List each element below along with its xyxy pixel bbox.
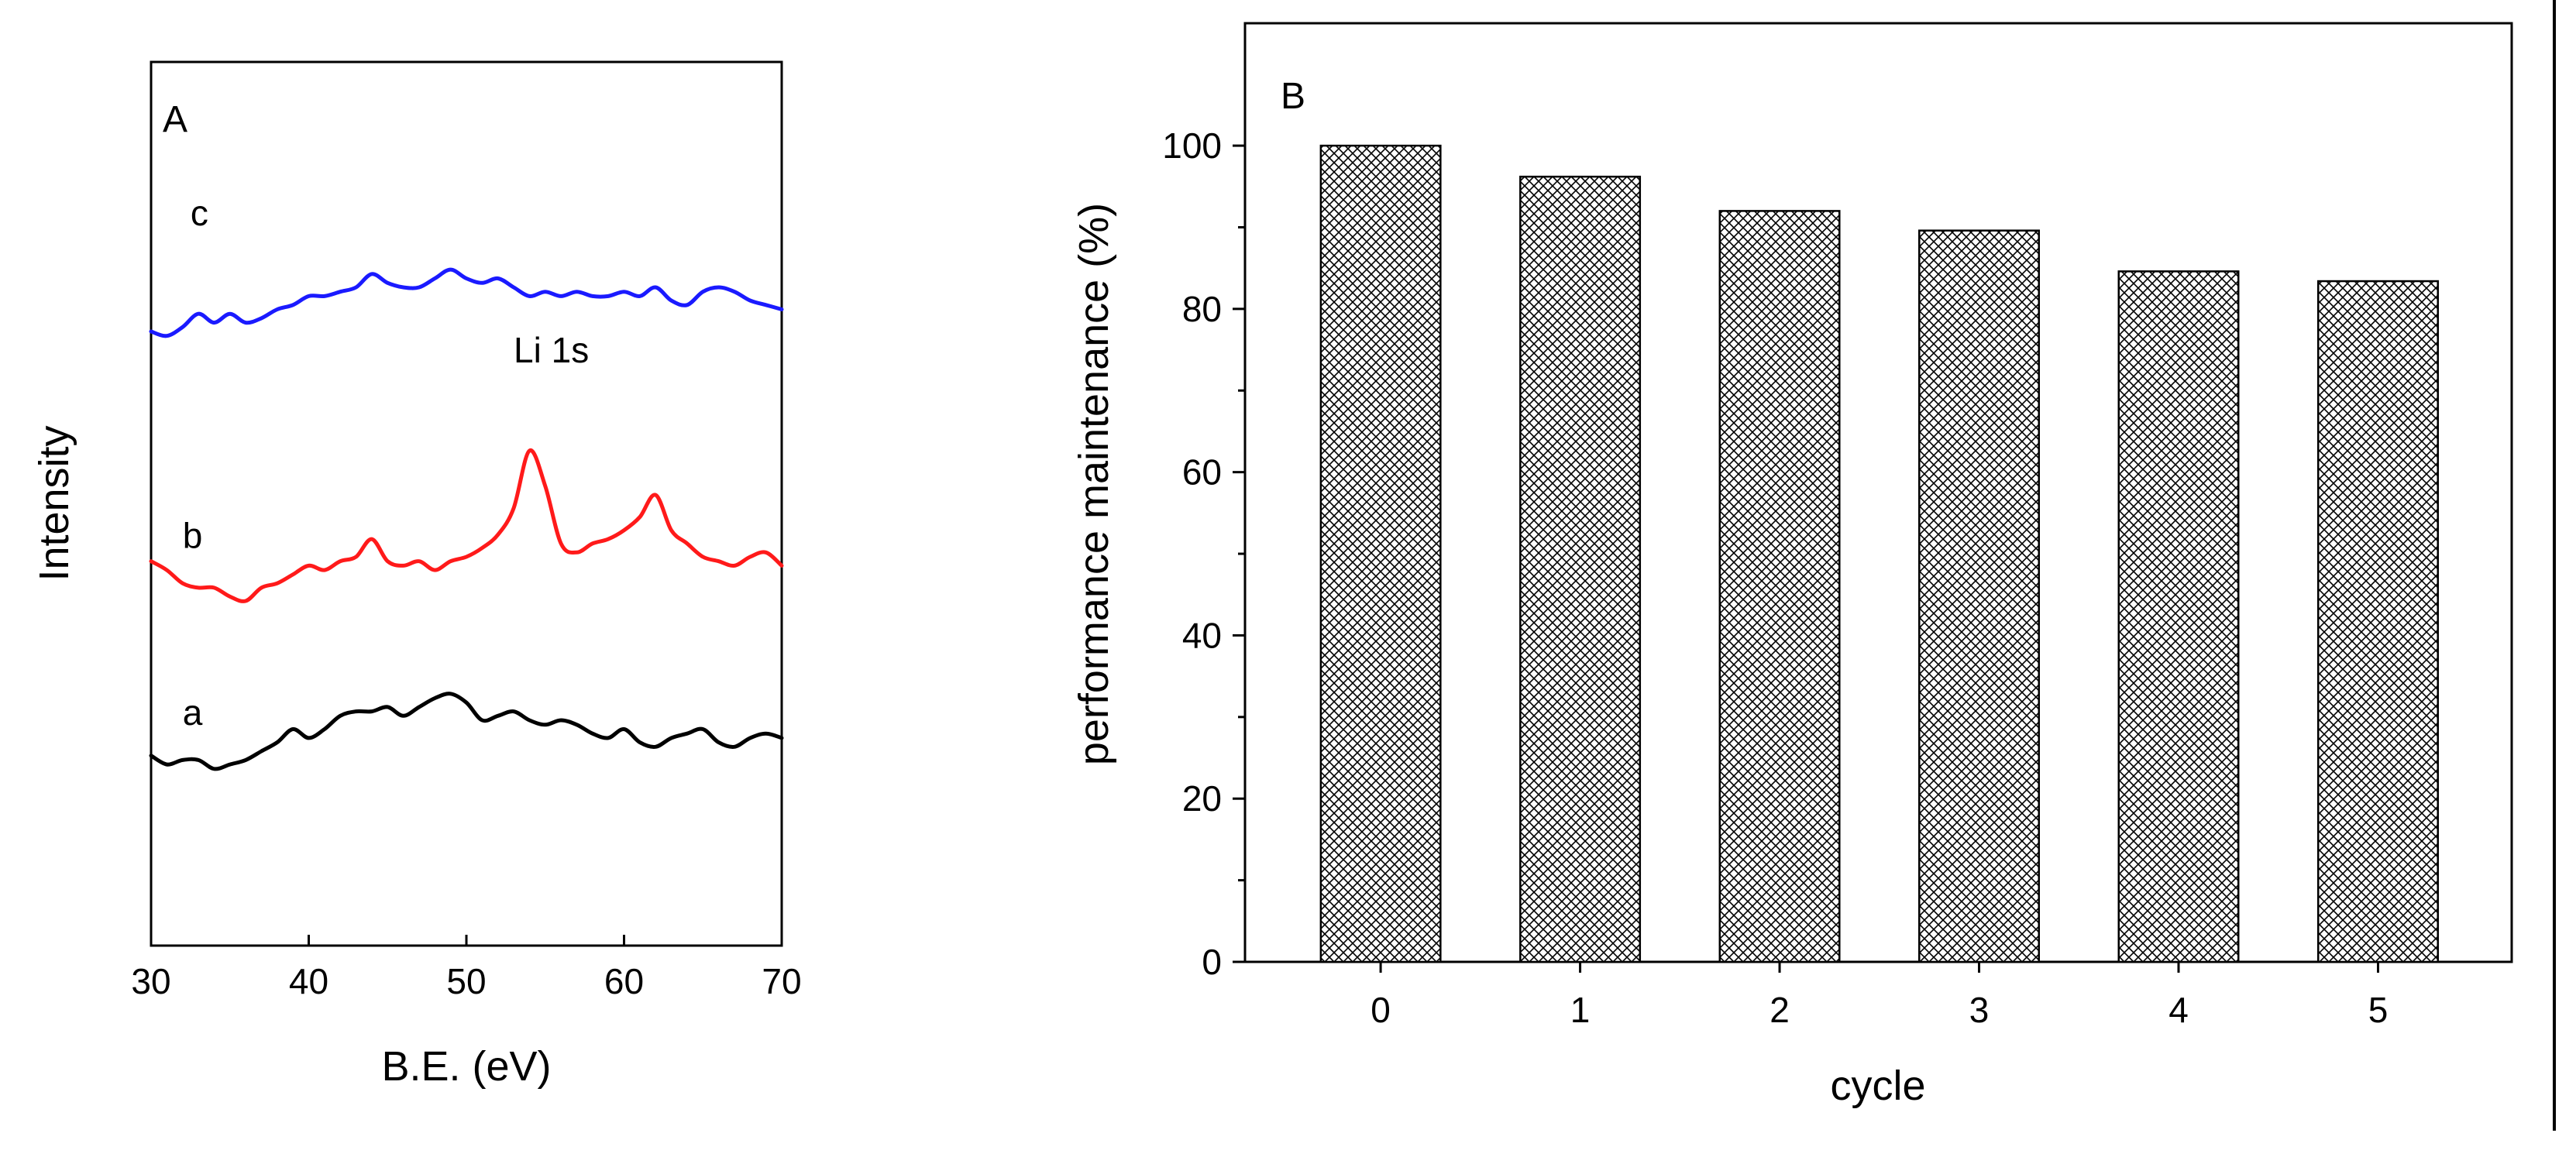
trace-c: [149, 267, 784, 338]
panel-a-x-axis-title: B.E. (eV): [381, 1043, 551, 1090]
trace-label-a: a: [183, 692, 203, 733]
panel-b-y-ticks: 0 20 40 60 80 100: [1162, 125, 1245, 982]
x-tick-label-a: 40: [289, 961, 328, 1001]
panel-b-label: B: [1281, 76, 1305, 117]
li-1s-annotation: Li 1s: [514, 330, 589, 370]
panel-b-x-axis-title: cycle: [1830, 1063, 1925, 1109]
panel-a-traces: [149, 267, 784, 771]
panel-b-x-ticks: 0 1 2 3 4 5: [1371, 962, 2388, 1030]
panel-a-x-ticks: 30 40 50 60 70: [131, 935, 802, 1001]
panel-a-y-axis-title: Intensity: [31, 425, 77, 581]
y-tick-label-b: 0: [1202, 942, 1222, 982]
y-tick-label-b: 80: [1182, 289, 1222, 329]
bar-cycle-4: [2117, 270, 2240, 963]
y-tick-label-b: 100: [1162, 125, 1222, 166]
x-tick-label-a: 60: [604, 961, 644, 1001]
x-tick-label-b: 5: [2368, 990, 2389, 1030]
x-tick-label-b: 0: [1371, 990, 1391, 1030]
panel-a-frame: [150, 60, 783, 947]
panel-b-bars: [1319, 144, 2439, 963]
y-tick-label-b: 60: [1182, 452, 1222, 493]
x-tick-label-b: 1: [1570, 990, 1591, 1030]
panel-b-y-axis-title: performance maintenance (%): [1071, 203, 1117, 765]
bar-cycle-0: [1319, 144, 1442, 963]
y-tick-label-b: 40: [1182, 615, 1222, 655]
x-tick-label-a: 50: [446, 961, 486, 1001]
y-tick-label-b: 20: [1182, 778, 1222, 819]
bar-cycle-1: [1519, 175, 1642, 963]
x-tick-label-b: 4: [2168, 990, 2189, 1030]
trace-label-b: b: [183, 516, 203, 556]
bar-cycle-2: [1718, 210, 1841, 963]
x-tick-label-b: 2: [1769, 990, 1790, 1030]
panel-b: B 0 20 40 60 80 100 0 1 2 3 4 5 cycle performance …: [1071, 22, 2513, 1109]
bar-cycle-5: [2316, 280, 2439, 963]
panel-a-label: A: [163, 99, 187, 140]
x-tick-label-a: 30: [131, 961, 170, 1001]
trace-a: [149, 692, 784, 771]
panel-a: A c b a Li 1s 30 40 50 60 70 B.E. (eV) Intensi…: [31, 60, 802, 1090]
trace-label-c: c: [191, 193, 208, 233]
trace-b: [149, 448, 784, 603]
panel-a-trace-labels: c b a: [183, 193, 208, 733]
bar-cycle-3: [1918, 229, 2041, 963]
panel-b-frame: [1243, 22, 2513, 963]
x-tick-label-a: 70: [762, 961, 801, 1001]
x-tick-label-b: 3: [1969, 990, 1990, 1030]
